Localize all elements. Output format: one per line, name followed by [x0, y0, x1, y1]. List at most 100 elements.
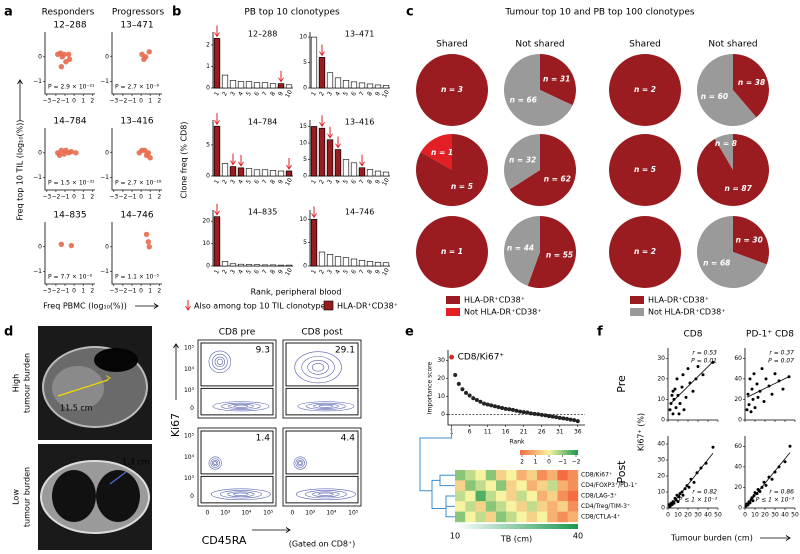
- y-tick-label: 10: [299, 34, 307, 41]
- flow-contour: [216, 358, 223, 365]
- flow-contour: [304, 490, 347, 499]
- pie-slice: [540, 54, 576, 106]
- bar: [229, 263, 237, 267]
- data-point: [752, 372, 756, 376]
- x-tick-label: 2: [90, 194, 94, 201]
- x-axis-label: CD45RA: [202, 534, 247, 547]
- x-tick-label: 10⁴: [326, 510, 337, 517]
- heatmap-cell: [537, 490, 548, 502]
- flow-contour: [295, 488, 356, 501]
- til-arrow-head: [335, 143, 341, 149]
- ct-lung: [96, 470, 140, 522]
- x-tick-label: 9: [277, 90, 285, 97]
- data-point: [686, 367, 690, 371]
- data-point: [500, 406, 505, 411]
- til-arrow-head: [238, 161, 244, 167]
- legend-text: Not HLA-DR⁺CD38⁺: [648, 308, 726, 317]
- x-axis-note: (Gated on CD8⁺): [289, 540, 356, 549]
- data-point: [453, 373, 458, 377]
- flow-contour: [297, 401, 355, 412]
- slice-label: n = 38: [738, 78, 765, 87]
- x-tick-label: 4: [237, 90, 245, 97]
- x-tick-label: 0: [666, 512, 670, 519]
- slice-label: n = 87: [725, 184, 753, 193]
- y-tick-label: 0: [38, 53, 42, 60]
- gate: [200, 475, 274, 504]
- slice-label: n = 66: [510, 96, 537, 105]
- bar: [358, 260, 366, 267]
- x-tick-label: −1: [128, 98, 137, 105]
- data-point: [751, 499, 755, 503]
- y-tick-label: 10: [202, 240, 210, 247]
- y-tick-label: 10⁴: [184, 366, 195, 373]
- data-point: [762, 399, 766, 403]
- til-arrow-head: [311, 213, 317, 219]
- data-point: [561, 416, 566, 421]
- slice-label: n = 1: [431, 148, 453, 157]
- axis: [111, 32, 162, 95]
- heatmap-cell: [547, 480, 558, 491]
- p-value: P = 2.7 × 10⁻⁶: [115, 84, 160, 91]
- image-label: Low: [12, 489, 21, 505]
- data-point: [760, 485, 764, 489]
- x-tick-label: 4: [237, 268, 245, 275]
- pie-slice: [503, 216, 540, 286]
- pie-slice: [733, 54, 770, 118]
- flow-contour: [294, 351, 342, 384]
- heatmap-cell: [496, 501, 507, 512]
- data-point: [758, 490, 762, 494]
- x-tick-label: −3: [109, 98, 118, 105]
- data-point: [467, 393, 472, 398]
- legend-arrow-head: [185, 305, 191, 311]
- measure-label: 1.3 cm: [122, 458, 150, 467]
- image-label: High: [12, 374, 21, 392]
- p-value: P = 1.1 × 10⁻⁵: [115, 274, 160, 281]
- bar: [221, 163, 229, 177]
- bar: [285, 84, 293, 89]
- heatmap-cell: [465, 490, 476, 502]
- data-point: [788, 444, 792, 448]
- x-tick-label: −3: [42, 288, 51, 295]
- x-tick-label: 0: [743, 512, 747, 519]
- y-tick-label: 10: [657, 489, 665, 496]
- scale-tick-label: −2: [572, 459, 581, 466]
- flow-contour: [295, 458, 305, 468]
- stat-label: P ≤ 1 × 10⁻³: [756, 497, 795, 504]
- x-tick-label: 1: [310, 268, 318, 275]
- heatmap-cell: [516, 490, 527, 502]
- x-tick-label: 1: [81, 98, 85, 105]
- bar: [229, 80, 237, 89]
- heatmap-cell: [516, 511, 527, 523]
- y-axis-label: Clone freq (% CD8): [180, 122, 189, 199]
- flow-contour: [227, 491, 255, 498]
- panel-label: d: [4, 325, 13, 340]
- data-point: [681, 493, 685, 497]
- x-tick-label: 2: [221, 268, 229, 275]
- data-point: [681, 373, 685, 377]
- heatmap-cell: [506, 480, 517, 491]
- y-tick-label: 0: [303, 173, 307, 180]
- x-tick-label: 6: [253, 268, 261, 275]
- y-tick-label: 5: [206, 141, 210, 148]
- slice-label: n = 2: [634, 247, 656, 256]
- axis: [447, 350, 585, 426]
- x-tick-label: 2: [157, 288, 161, 295]
- panel-label: c: [406, 5, 414, 20]
- y-tick-label: 20: [657, 375, 665, 382]
- bar: [269, 83, 277, 89]
- x-tick-label: 16: [502, 429, 510, 436]
- x-tick-label: 10: [284, 177, 294, 187]
- stat-label: r = 0.53: [692, 350, 717, 357]
- data-point: [670, 393, 674, 397]
- row-label: Post: [615, 460, 628, 484]
- data-point: [510, 407, 515, 412]
- pie-slice: [609, 216, 681, 288]
- highlight-label: CD8/Ki67⁺: [458, 353, 505, 363]
- data-point: [449, 354, 455, 360]
- y-tick-label: −1: [100, 268, 109, 275]
- x-tick-label: −1: [61, 288, 70, 295]
- heatmap-cell: [547, 501, 558, 512]
- heatmap-cell: [455, 511, 466, 523]
- axis-arrow-head: [785, 535, 791, 541]
- heatmap-cell: [537, 470, 548, 481]
